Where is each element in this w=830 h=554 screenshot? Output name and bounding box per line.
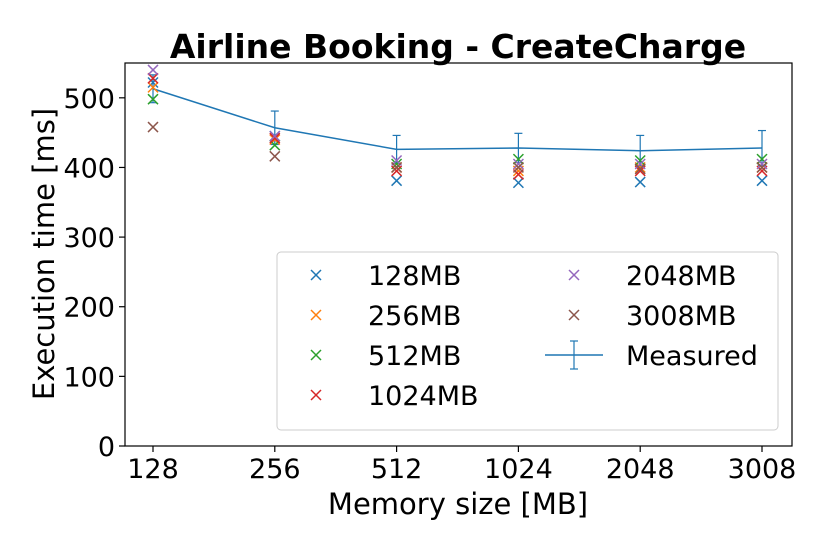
point-2048mb <box>147 64 159 76</box>
legend: 128MB 256MB 512MB 1024MB 2048MB 3008MB Measure… <box>276 251 779 431</box>
legend-label: 128MB <box>368 261 461 292</box>
legend-label: Measured <box>626 341 758 372</box>
point-1024mb <box>391 165 403 177</box>
y-tick-label: 200 <box>63 293 115 324</box>
point-128mb <box>147 76 159 89</box>
measured-line <box>152 88 763 152</box>
axes-frame <box>124 62 793 447</box>
point-3008mb <box>269 150 281 162</box>
x-tick-label: 128 <box>127 454 179 485</box>
legend-label: 2048MB <box>626 261 737 292</box>
x-tick-label: 512 <box>371 454 423 485</box>
y-tick-label: 0 <box>98 432 115 463</box>
legend-label: 256MB <box>368 301 461 332</box>
x-axis-label: Memory size [MB] <box>328 487 588 521</box>
point-512mb <box>634 154 646 167</box>
legend-marker-1024mb <box>310 389 322 401</box>
point-256mb <box>147 81 159 93</box>
point-3008mb <box>512 161 524 173</box>
legend-marker-measured <box>545 340 603 370</box>
point-2048mb <box>756 158 768 170</box>
legend-marker-2048mb <box>568 269 580 281</box>
point-128mb <box>756 175 768 187</box>
x-tick-label: 2048 <box>606 454 675 485</box>
point-128mb <box>391 175 403 187</box>
plot-area <box>147 64 768 189</box>
chart-title: Airline Booking - CreateCharge <box>170 27 746 66</box>
legend-label: 1024MB <box>368 381 479 412</box>
point-512mb <box>756 153 768 165</box>
point-2048mb <box>512 158 524 170</box>
legend-label: 3008MB <box>626 301 737 332</box>
point-128mb <box>512 177 524 189</box>
point-3008mb <box>634 163 646 175</box>
x-tick-label: 256 <box>249 454 301 485</box>
point-128mb <box>634 176 646 188</box>
y-tick-label: 400 <box>63 153 115 184</box>
y-axis: 0 100 200 300 400 500 <box>63 84 125 463</box>
point-1024mb <box>269 132 281 144</box>
point-2048mb <box>269 130 281 142</box>
x-axis: 128 256 512 1024 2048 3008 <box>127 446 796 485</box>
y-tick-label: 500 <box>63 84 115 115</box>
legend-box <box>276 251 779 431</box>
point-512mb <box>147 93 159 105</box>
point-1024mb <box>147 72 159 84</box>
y-tick-label: 100 <box>63 362 115 393</box>
point-3008mb <box>391 161 403 173</box>
x-tick-label: 1024 <box>484 454 553 485</box>
legend-marker-256mb <box>310 309 322 321</box>
point-512mb <box>512 153 524 165</box>
point-256mb <box>269 134 281 146</box>
point-3008mb <box>756 161 768 173</box>
legend-marker-512mb <box>310 349 322 361</box>
point-3008mb <box>147 121 159 133</box>
legend-marker-3008mb <box>568 309 580 321</box>
y-tick-label: 300 <box>63 223 115 254</box>
point-2048mb <box>634 158 646 170</box>
legend-marker-128mb <box>310 269 322 281</box>
y-axis-label: Execution time [ms] <box>27 108 61 400</box>
legend-label: 512MB <box>368 341 461 372</box>
x-tick-label: 3008 <box>728 454 797 485</box>
